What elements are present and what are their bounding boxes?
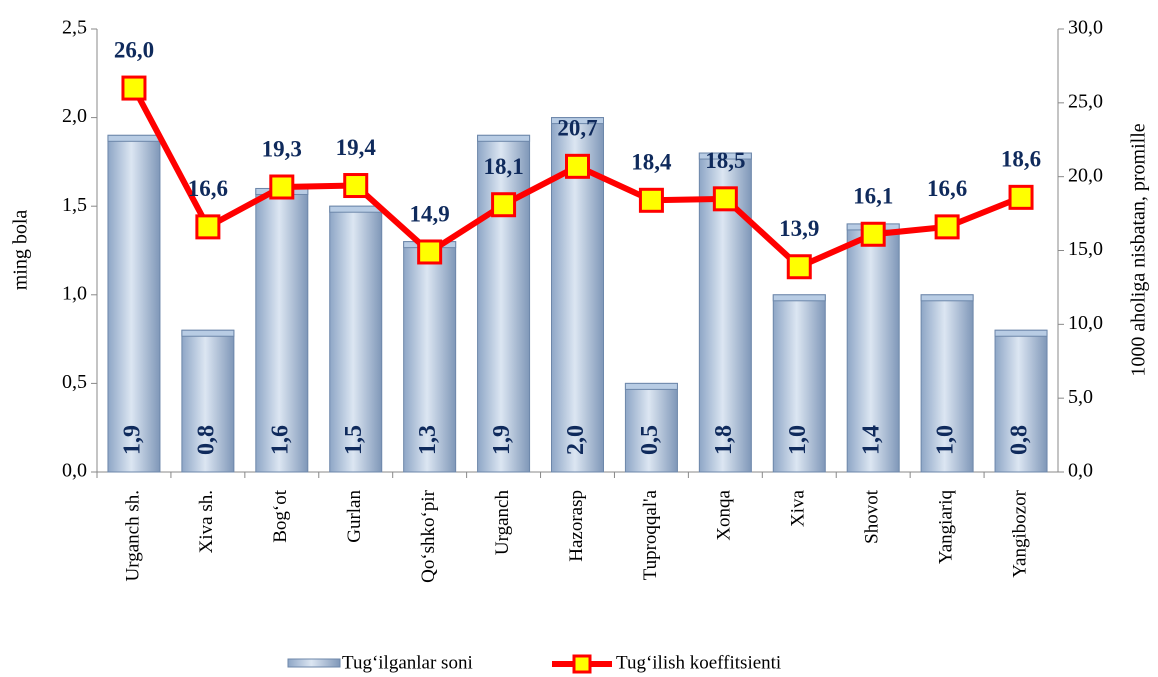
bar-value-label: 1,8	[711, 425, 737, 455]
line-value-label: 19,4	[336, 135, 377, 160]
marker	[934, 214, 960, 240]
y2-tick-label: 10,0	[1068, 312, 1103, 334]
bar-value-label: 1,5	[341, 425, 367, 455]
x-tick-label: Gurlan	[344, 490, 365, 543]
bar	[403, 241, 457, 473]
x-tick-label: Xonqa	[714, 489, 735, 540]
marker	[343, 173, 369, 199]
legend-marker-icon	[572, 654, 592, 674]
y-tick-label: 1,5	[62, 194, 87, 216]
bar	[477, 134, 531, 473]
y2-tick-label: 20,0	[1068, 164, 1103, 186]
bar-value-label: 2,0	[563, 425, 589, 455]
bar	[772, 294, 826, 473]
legend-label: Tug‘ilish koeffitsienti	[616, 652, 781, 673]
marker	[121, 75, 147, 101]
y2-tick-label: 15,0	[1068, 238, 1103, 260]
bar-cap	[698, 152, 752, 160]
marker	[786, 254, 812, 280]
y-tick-label: 0,0	[62, 460, 87, 482]
line-value-label: 20,7	[557, 116, 597, 141]
bar	[624, 382, 678, 473]
bar-cap	[551, 117, 604, 125]
line-value-label: 13,9	[779, 216, 819, 241]
bar-cap	[624, 382, 678, 390]
y2-tick-label: 30,0	[1068, 17, 1103, 39]
x-tick-label: Shovot	[862, 489, 883, 544]
x-tick-label: Urganch sh.	[122, 490, 143, 581]
marker	[195, 214, 221, 240]
bar	[255, 187, 309, 473]
x-tick-label: Tuproqqal'a	[640, 489, 661, 580]
line-value-label: 18,1	[483, 154, 523, 179]
bar-cap	[994, 329, 1048, 337]
marker	[491, 192, 517, 218]
bar-cap	[181, 329, 235, 337]
bar-value-label: 0,5	[637, 425, 663, 455]
y-tick-label: 1,0	[62, 282, 87, 304]
x-tick-label: Qo‘shko‘pir	[418, 489, 439, 583]
marker	[1008, 184, 1034, 210]
legend-label: Tug‘ilganlar soni	[342, 652, 473, 673]
line-value-label: 18,4	[631, 150, 672, 175]
marker	[565, 153, 590, 179]
x-tick-label: Yangibozor	[1009, 489, 1030, 577]
y-tick-label: 0,5	[62, 371, 87, 393]
marker	[638, 187, 664, 213]
marker	[269, 174, 295, 200]
line-value-label: 19,3	[262, 136, 302, 161]
bar	[846, 223, 900, 473]
line-value-label: 16,1	[853, 184, 893, 209]
bar-value-label: 1,9	[119, 425, 145, 455]
y2-tick-label: 25,0	[1068, 90, 1103, 112]
bar	[994, 329, 1048, 473]
y2-axis-title: 1000 aholiga nisbatan, promille	[1128, 123, 1150, 376]
line-value-label: 18,5	[705, 148, 745, 173]
line-value-label: 16,6	[188, 176, 228, 201]
marker	[417, 239, 443, 265]
legend-bar-icon	[287, 658, 341, 668]
bar-value-label: 1,3	[415, 425, 441, 455]
x-tick-label: Xiva sh.	[196, 490, 217, 553]
bar	[181, 329, 235, 473]
line-value-label: 18,6	[1001, 147, 1041, 172]
y-tick-label: 2,5	[62, 17, 87, 39]
bar-cap	[772, 294, 826, 302]
line-value-label: 14,9	[410, 201, 450, 226]
x-tick-label: Bog‘ot	[270, 489, 291, 543]
y2-tick-label: 0,0	[1068, 460, 1093, 482]
bar-value-label: 1,0	[785, 425, 811, 455]
x-tick-label: Urganch	[492, 490, 513, 556]
marker	[712, 186, 738, 212]
x-tick-label: Yangiariq	[935, 490, 956, 565]
marker	[860, 221, 886, 247]
bar-value-label: 0,8	[1007, 425, 1033, 455]
bar-value-label: 1,4	[859, 425, 885, 455]
bar-value-label: 0,8	[193, 425, 219, 455]
x-tick-label: Hazorasp	[566, 490, 587, 562]
bar-cap	[477, 134, 531, 142]
bar	[920, 294, 974, 473]
bar-cap	[329, 205, 383, 213]
bar-value-label: 1,6	[267, 425, 293, 455]
bar	[329, 205, 383, 473]
line-value-label: 26,0	[114, 37, 154, 62]
bar-value-label: 1,0	[933, 425, 959, 455]
y-tick-label: 2,0	[62, 105, 87, 127]
y-axis-title: ming bola	[10, 210, 32, 291]
bar-cap	[107, 134, 161, 142]
line-value-label: 16,6	[927, 176, 967, 201]
bar	[107, 134, 161, 473]
bar-value-label: 1,9	[489, 425, 515, 455]
bar-cap	[920, 294, 974, 302]
y2-tick-label: 5,0	[1068, 386, 1093, 408]
x-tick-label: Xiva	[788, 489, 809, 527]
